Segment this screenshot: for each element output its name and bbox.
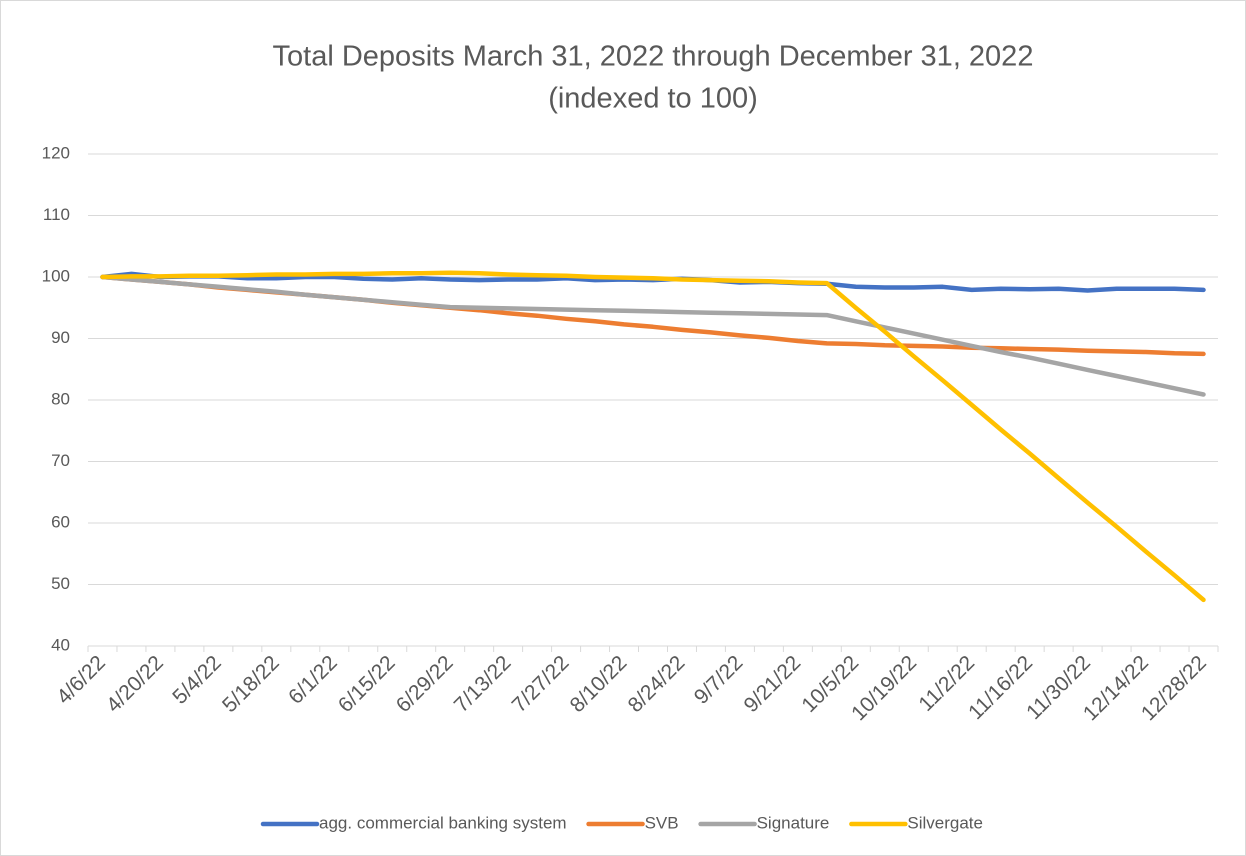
legend-label: Signature	[757, 813, 830, 832]
y-tick-label: 90	[51, 328, 70, 347]
y-tick-label: 50	[51, 574, 70, 593]
chart-subtitle: (indexed to 100)	[548, 83, 758, 115]
y-tick-label: 110	[43, 205, 70, 224]
legend-label: agg. commercial banking system	[319, 813, 567, 832]
y-tick-label: 120	[42, 143, 70, 162]
series-line	[100, 270, 1206, 603]
chart-title: Total Deposits March 31, 2022 through De…	[273, 41, 1034, 73]
y-tick-label: 100	[42, 266, 70, 285]
legend-label: Silvergate	[907, 813, 983, 832]
series-line	[100, 274, 1206, 397]
y-tick-label: 60	[51, 512, 70, 531]
y-tick-label: 80	[51, 389, 70, 408]
legend-label: SVB	[645, 813, 679, 832]
y-tick-label: 70	[51, 451, 70, 470]
y-tick-label: 40	[51, 635, 70, 654]
